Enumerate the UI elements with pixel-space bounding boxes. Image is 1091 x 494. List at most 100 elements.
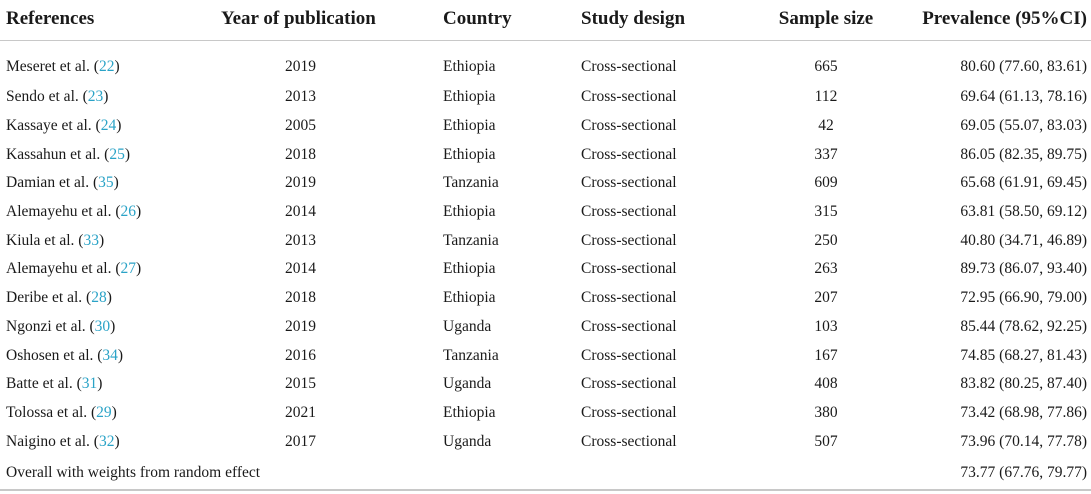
author-text: Damian et al. ( bbox=[6, 174, 99, 192]
author-text: Kiula et al. ( bbox=[6, 231, 84, 249]
table-body: Meseret et al. (22) 2019 Ethiopia Cross-sec… bbox=[0, 41, 1091, 491]
country-cell: Ethiopia bbox=[443, 403, 496, 421]
year-cell: 2019 bbox=[285, 58, 316, 75]
citation-link[interactable]: 34 bbox=[102, 346, 118, 364]
citation-close: ) bbox=[124, 145, 130, 163]
country-cell: Ethiopia bbox=[443, 203, 496, 221]
overall-label: Overall with weights from random effect bbox=[0, 455, 921, 491]
study-design-cell: Cross-sectional bbox=[581, 403, 677, 421]
year-cell: 2013 bbox=[285, 231, 316, 249]
table-row: Naigino et al. (32) 2017 Uganda Cross-secti… bbox=[0, 427, 1091, 456]
prevalence-cell: 73.96 (70.14, 77.78) bbox=[960, 432, 1087, 450]
prevalence-cell: 89.73 (86.07, 93.40) bbox=[960, 260, 1087, 278]
study-design-cell: Cross-sectional bbox=[581, 260, 677, 278]
country-cell: Tanzania bbox=[443, 231, 499, 249]
study-design-cell: Cross-sectional bbox=[581, 117, 677, 135]
citation-close: ) bbox=[114, 58, 120, 75]
table-row: Oshosen et al. (34) 2016 Tanzania Cross-sec… bbox=[0, 341, 1091, 370]
sample-size-cell: 507 bbox=[814, 432, 838, 450]
header-year: Year of publication bbox=[221, 0, 443, 41]
year-cell: 2014 bbox=[285, 260, 316, 278]
citation-close: ) bbox=[135, 203, 142, 221]
sample-size-cell: 207 bbox=[814, 289, 838, 307]
citation-link[interactable]: 25 bbox=[109, 145, 125, 163]
author-text: Tolossa et al. ( bbox=[6, 403, 97, 421]
citation-link[interactable]: 24 bbox=[100, 117, 117, 135]
prevalence-cell: 80.60 (77.60, 83.61) bbox=[960, 58, 1087, 75]
prevalence-cell: 65.68 (61.91, 69.45) bbox=[960, 174, 1087, 192]
citation-link[interactable]: 29 bbox=[96, 403, 112, 421]
author-text: Kassaye et al. ( bbox=[6, 117, 101, 135]
sample-size-cell: 665 bbox=[814, 58, 838, 75]
table-row: Kiula et al. (33) 2013 Tanzania Cross-secti… bbox=[0, 226, 1091, 255]
prevalence-cell: 69.05 (55.07, 83.03) bbox=[960, 117, 1087, 135]
author-text: Alemayehu et al. ( bbox=[6, 260, 121, 278]
year-cell: 2014 bbox=[285, 203, 316, 221]
author-text: Alemayehu et al. ( bbox=[6, 203, 121, 221]
prevalence-cell: 74.85 (68.27, 81.43) bbox=[960, 346, 1087, 364]
citation-link[interactable]: 32 bbox=[98, 432, 115, 450]
prevalence-cell: 40.80 (34.71, 46.89) bbox=[960, 231, 1087, 249]
reference-cell: Kassahun et al. (25) bbox=[0, 140, 221, 169]
citation-link[interactable]: 33 bbox=[83, 231, 99, 249]
year-cell: 2019 bbox=[285, 317, 316, 335]
study-design-cell: Cross-sectional bbox=[581, 58, 677, 75]
citation-close: ) bbox=[110, 317, 116, 335]
year-cell: 2021 bbox=[285, 403, 316, 421]
study-design-cell: Cross-sectional bbox=[581, 174, 677, 192]
table-row: Sendo et al. (23) 2013 Ethiopia Cross-secti… bbox=[0, 83, 1091, 112]
prevalence-cell: 86.05 (82.35, 89.75) bbox=[960, 145, 1087, 163]
reference-cell: Kiula et al. (33) bbox=[0, 226, 221, 255]
sample-size-cell: 103 bbox=[814, 317, 838, 335]
citation-link[interactable]: 31 bbox=[81, 375, 98, 393]
sample-size-cell: 263 bbox=[814, 260, 838, 278]
year-cell: 2018 bbox=[285, 289, 316, 307]
sample-size-cell: 408 bbox=[814, 375, 838, 393]
table-row: Batte et al. (31) 2015 Uganda Cross-section… bbox=[0, 370, 1091, 399]
table-header: References Year of publication Country S… bbox=[0, 0, 1091, 41]
sample-size-cell: 42 bbox=[818, 117, 834, 135]
citation-close: ) bbox=[98, 231, 105, 249]
table-row: Alemayehu et al. (26) 2014 Ethiopia Cross-s… bbox=[0, 198, 1091, 227]
citation-close: ) bbox=[106, 289, 112, 307]
country-cell: Ethiopia bbox=[443, 58, 496, 75]
header-references: References bbox=[0, 0, 221, 41]
study-design-cell: Cross-sectional bbox=[581, 375, 677, 393]
header-sample-size: Sample size bbox=[731, 0, 921, 41]
citation-link[interactable]: 26 bbox=[120, 203, 136, 221]
citation-link[interactable]: 23 bbox=[87, 88, 104, 106]
prevalence-cell: 73.42 (68.98, 77.86) bbox=[960, 403, 1087, 421]
citation-link[interactable]: 27 bbox=[120, 260, 136, 278]
sample-size-cell: 609 bbox=[814, 174, 838, 192]
sample-size-cell: 167 bbox=[814, 346, 838, 364]
citation-link[interactable]: 28 bbox=[91, 289, 107, 307]
overall-row: Overall with weights from random effect 7… bbox=[0, 455, 1091, 491]
citation-link[interactable]: 30 bbox=[94, 317, 111, 335]
sample-size-cell: 250 bbox=[814, 231, 838, 249]
author-text: Meseret et al. ( bbox=[6, 58, 99, 75]
author-text: Oshosen et al. ( bbox=[6, 346, 103, 364]
year-cell: 2013 bbox=[285, 88, 316, 106]
bottom-rule bbox=[0, 489, 1091, 490]
citation-close: ) bbox=[116, 117, 122, 135]
reference-cell: Oshosen et al. (34) bbox=[0, 341, 221, 370]
header-country: Country bbox=[443, 0, 581, 41]
author-text: Ngonzi et al. ( bbox=[6, 317, 95, 335]
citation-close: ) bbox=[117, 346, 124, 364]
citation-link[interactable]: 22 bbox=[98, 58, 115, 75]
year-cell: 2018 bbox=[285, 145, 316, 163]
table-row: Ngonzi et al. (30) 2019 Uganda Cross-sectio… bbox=[0, 313, 1091, 342]
study-design-cell: Cross-sectional bbox=[581, 231, 677, 249]
reference-cell: Alemayehu et al. (26) bbox=[0, 198, 221, 227]
country-cell: Uganda bbox=[443, 317, 492, 335]
table-row: Alemayehu et al. (27) 2014 Ethiopia Cross-s… bbox=[0, 255, 1091, 284]
study-design-cell: Cross-sectional bbox=[581, 346, 677, 364]
prevalence-cell: 69.64 (61.13, 78.16) bbox=[960, 88, 1087, 106]
citation-link[interactable]: 35 bbox=[98, 174, 114, 192]
study-design-cell: Cross-sectional bbox=[581, 203, 677, 221]
country-cell: Ethiopia bbox=[443, 260, 496, 278]
table-row: Tolossa et al. (29) 2021 Ethiopia Cross-sec… bbox=[0, 399, 1091, 428]
citation-close: ) bbox=[111, 403, 117, 421]
